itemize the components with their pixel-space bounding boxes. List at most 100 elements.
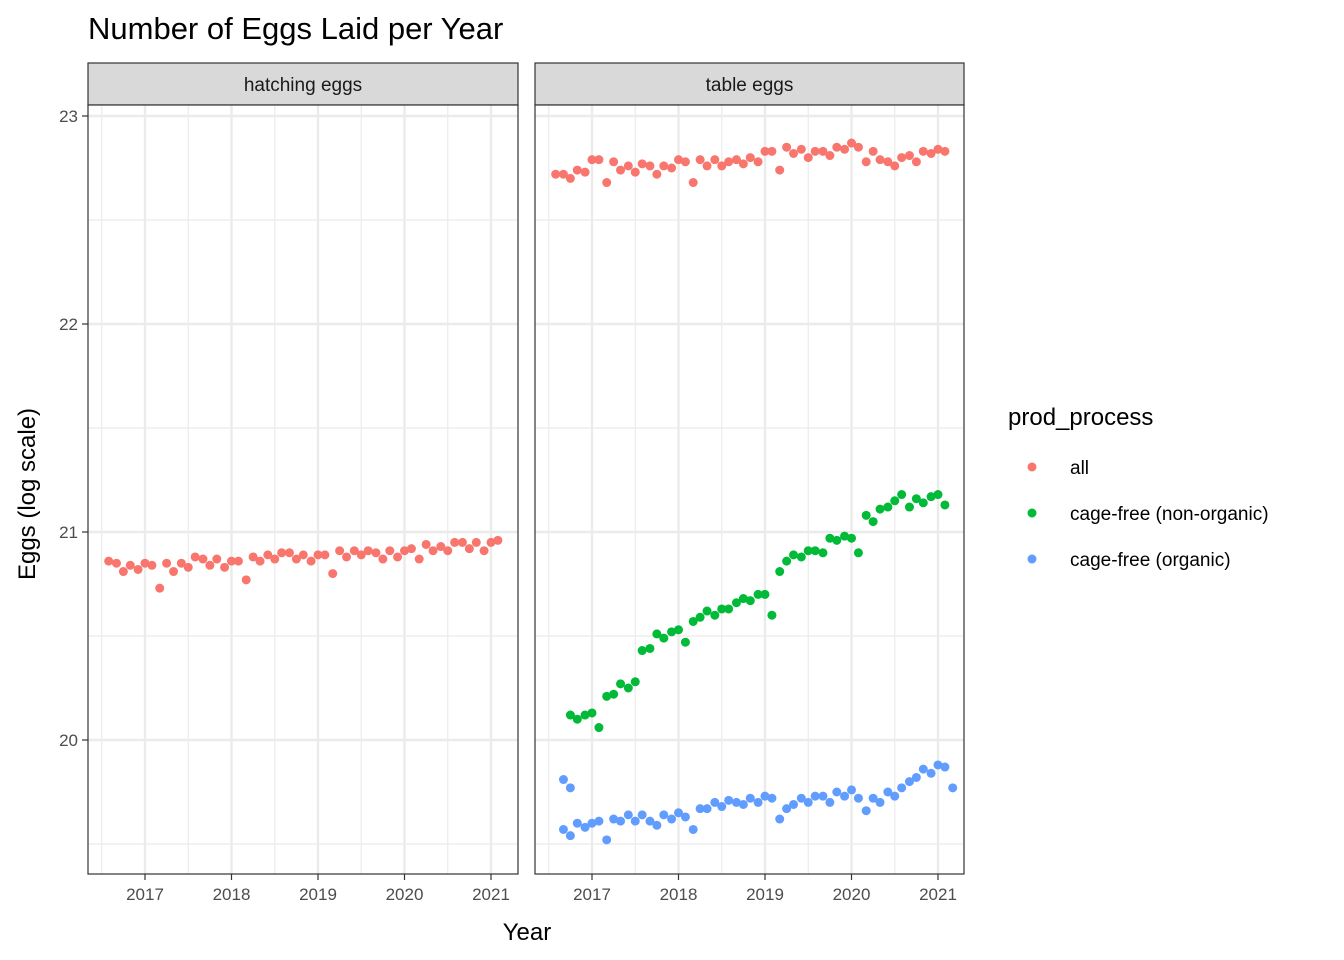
data-point [702, 804, 712, 814]
data-point [710, 610, 720, 620]
data-point [745, 793, 755, 803]
data-point [616, 165, 626, 175]
data-point [853, 793, 863, 803]
data-point [565, 710, 575, 720]
data-point [680, 637, 690, 647]
y-tick-label: 23 [59, 107, 78, 126]
data-point [190, 552, 200, 562]
data-point [406, 544, 416, 554]
data-point [133, 564, 143, 574]
series-all [104, 535, 503, 593]
data-point [609, 689, 619, 699]
data-point [904, 777, 914, 787]
data-point [291, 554, 301, 564]
data-point [940, 146, 950, 156]
data-point [436, 542, 446, 552]
data-point [760, 589, 770, 599]
data-point [782, 556, 792, 566]
data-point [667, 627, 677, 637]
data-point [602, 178, 612, 188]
data-point [897, 153, 907, 163]
data-point [875, 797, 885, 807]
data-point [861, 806, 871, 816]
data-point [674, 625, 683, 635]
data-point [847, 138, 856, 148]
data-point [118, 567, 128, 577]
data-point [911, 494, 921, 504]
data-point [378, 554, 388, 564]
data-point [233, 556, 243, 566]
data-point [883, 787, 893, 797]
data-point [428, 546, 438, 556]
data-point [810, 546, 820, 556]
data-point [695, 804, 705, 814]
data-point [933, 760, 943, 770]
data-point [385, 546, 395, 556]
data-point [782, 804, 792, 814]
data-point [277, 548, 287, 558]
data-point [637, 159, 647, 169]
series-all [551, 138, 950, 188]
data-point [637, 646, 647, 656]
data-point [710, 155, 720, 165]
data-point [775, 165, 785, 175]
data-point [616, 679, 626, 689]
data-point [551, 169, 561, 179]
data-point [320, 550, 330, 560]
data-point [818, 548, 828, 558]
data-point [125, 560, 135, 570]
data-point [853, 142, 863, 152]
data-point [479, 546, 489, 556]
data-point [710, 797, 720, 807]
data-point [724, 157, 734, 167]
data-point [724, 604, 734, 614]
data-point [609, 157, 619, 167]
x-tick-label: 2020 [386, 885, 424, 904]
y-tick-label: 21 [59, 523, 78, 542]
panel-border [534, 104, 965, 875]
data-point [263, 550, 273, 560]
data-point [558, 775, 568, 785]
data-point [883, 502, 893, 512]
data-point [630, 677, 640, 687]
data-point [731, 155, 741, 165]
data-point [565, 783, 575, 793]
data-point [630, 167, 640, 177]
data-point [594, 723, 604, 733]
data-point [789, 550, 799, 560]
data-point [767, 793, 777, 803]
data-point [183, 562, 193, 572]
data-point [421, 539, 431, 549]
data-point [796, 144, 806, 154]
data-point [659, 810, 669, 820]
data-point [580, 167, 590, 177]
data-point [803, 153, 813, 163]
data-point [782, 142, 792, 152]
data-point [580, 822, 590, 832]
data-point [745, 153, 755, 163]
data-point [753, 589, 763, 599]
data-point [169, 567, 179, 577]
data-point [918, 146, 928, 156]
data-point [580, 710, 590, 720]
panel-background [535, 105, 964, 874]
x-tick-label: 2021 [472, 885, 510, 904]
data-point [760, 146, 770, 156]
facet-strip [87, 62, 519, 106]
data-point [868, 517, 878, 527]
data-point [680, 157, 690, 167]
data-point [803, 546, 813, 556]
data-point [558, 169, 568, 179]
data-point [457, 537, 467, 547]
data-point [717, 802, 727, 812]
data-point [486, 537, 496, 547]
data-point [695, 155, 705, 165]
data-point [717, 604, 727, 614]
legend-label: cage-free (organic) [1070, 550, 1231, 571]
data-point [840, 791, 850, 801]
x-tick-label: 2017 [573, 885, 611, 904]
data-point [674, 155, 683, 165]
